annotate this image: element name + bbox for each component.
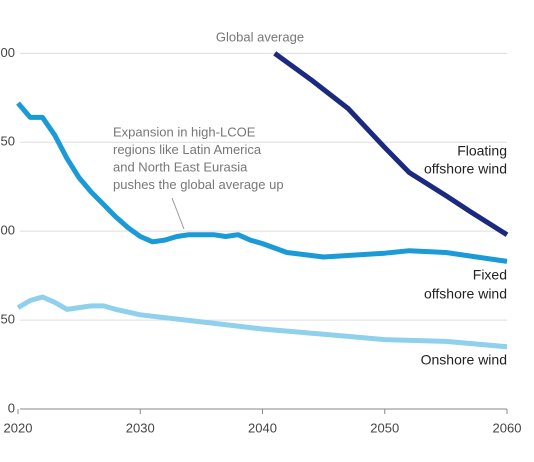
series-line xyxy=(16,101,508,264)
series-label: offshore wind xyxy=(424,286,507,302)
x-tick-label: 2050 xyxy=(370,420,399,435)
series-label: Floating xyxy=(457,143,507,159)
y-tick-label: 200 xyxy=(0,45,15,60)
annotation: and North East Eurasia xyxy=(113,159,248,174)
y-tick-label: 50 xyxy=(1,312,15,327)
x-tick-label: 2030 xyxy=(126,420,155,435)
chart-title: Global average xyxy=(216,29,304,44)
series-line xyxy=(273,51,509,237)
series-label: Onshore wind xyxy=(421,352,507,368)
x-tick-label: 2040 xyxy=(248,420,277,435)
y-tick-label: 0 xyxy=(8,400,15,415)
series-line xyxy=(16,294,508,350)
series-label: Fixed xyxy=(473,267,507,283)
annotation: Expansion in high-LCOE xyxy=(113,124,256,139)
x-tick-label: 2060 xyxy=(493,420,522,435)
annotation: pushes the global average up xyxy=(113,177,284,192)
x-tick-label: 2020 xyxy=(4,420,33,435)
annotation: regions like Latin America xyxy=(113,142,262,157)
annotation-leader xyxy=(171,197,185,230)
y-tick-label: 150 xyxy=(0,134,15,149)
series-label: offshore wind xyxy=(424,161,507,177)
y-tick-label: 100 xyxy=(0,223,15,238)
